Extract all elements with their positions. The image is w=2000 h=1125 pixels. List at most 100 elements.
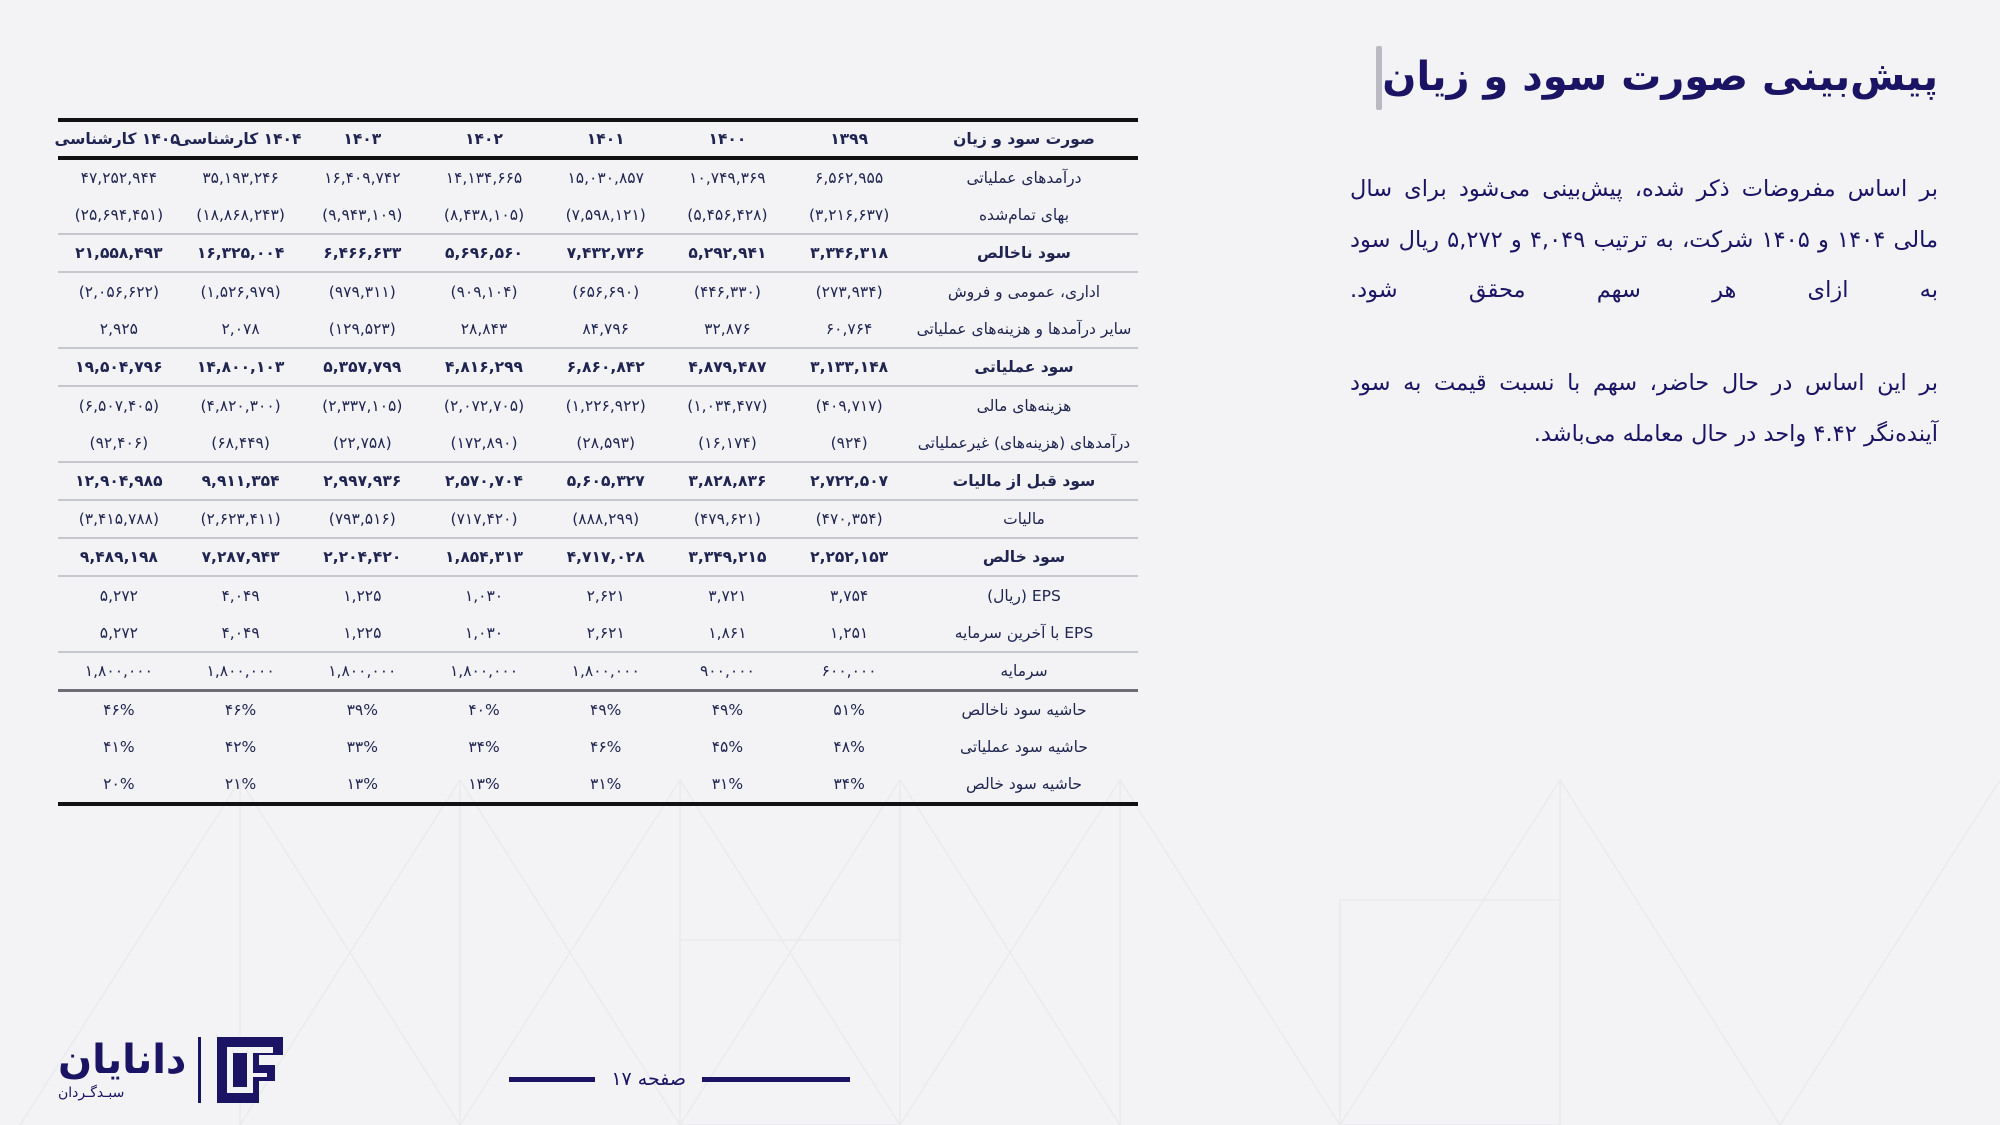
table-cell: ۸۴,۷۹۶ bbox=[582, 319, 629, 338]
table-cell: ۴۸% bbox=[833, 738, 865, 756]
table-cell: ۳,۷۵۴ bbox=[830, 586, 869, 605]
table-cell: (۲۲,۷۵۸) bbox=[332, 433, 392, 452]
table-cell: ۲,۵۷۰,۷۰۴ bbox=[445, 472, 523, 490]
table-cell: ۱۵,۰۳۰,۸۵۷ bbox=[567, 169, 644, 187]
table-cell: ۱,۸۰۰,۰۰۰ bbox=[328, 661, 397, 680]
row-label: هزینه‌های مالی bbox=[976, 396, 1072, 415]
table-cell: ۳۴% bbox=[468, 738, 500, 756]
table-cell: ۴,۸۷۹,۴۸۷ bbox=[688, 358, 767, 376]
table-cell: ۲,۹۹۷,۹۳۶ bbox=[323, 472, 402, 490]
table-cell: ۱۶,۴۰۹,۷۴۲ bbox=[324, 169, 401, 187]
column-header-year-5: ۱۴۰۴ کارشناسی bbox=[176, 130, 302, 148]
table-cell: ۲۸,۸۴۳ bbox=[460, 319, 508, 338]
logo-divider bbox=[198, 1037, 202, 1103]
table-cell: (۷۹۳,۵۱۶) bbox=[328, 510, 396, 528]
table-cell: (۲۷۳,۹۳۴) bbox=[815, 282, 883, 301]
table-cell: ۴,۸۱۶,۲۹۹ bbox=[445, 358, 523, 376]
table-cell: (۹۰۹,۱۰۴) bbox=[450, 282, 518, 301]
table-body: درآمدهای عملیاتی ۶,۵۶۲,۹۵۵ ۱۰,۷۴۹,۳۶۹ ۱۵,۰۳… bbox=[58, 158, 1138, 804]
table-cell: ۱۲,۹۰۴,۹۸۵ bbox=[75, 472, 163, 490]
page-title: پیش‌بینی صورت سود و زیان bbox=[1382, 54, 1938, 100]
row-label: سود عملیاتی bbox=[974, 358, 1074, 376]
table-row: حاشیه سود خالص ۳۴% ۳۱% ۳۱% ۱۳% ۱۳% ۲۱% ۲۰% bbox=[58, 766, 1138, 804]
column-header-year-6: ۱۴۰۵ کارشناسی bbox=[54, 130, 180, 148]
paragraph-2: بر این اساس در حال حاضر، سهم با نسبت قیم… bbox=[1350, 369, 1938, 447]
table-cell: ۱۴,۸۰۰,۱۰۳ bbox=[196, 358, 285, 376]
table-cell: ۱,۲۵۱ bbox=[830, 623, 869, 642]
title-accent-bar bbox=[1376, 46, 1383, 110]
table-cell: ۵,۶۰۵,۳۲۷ bbox=[566, 472, 645, 490]
table-cell: ۳۵,۱۹۳,۲۴۶ bbox=[202, 169, 279, 187]
table-cell: (۲,۳۳۷,۱۰۵) bbox=[322, 396, 403, 415]
table-cell: ۲,۲۰۴,۴۲۰ bbox=[323, 548, 402, 566]
table-cell: (۸,۴۳۸,۱۰۵) bbox=[443, 205, 525, 224]
table-cell: ۳,۳۴۶,۳۱۸ bbox=[810, 244, 889, 262]
table-cell: ۱,۸۰۰,۰۰۰ bbox=[84, 661, 153, 680]
table-cell: ۴۶% bbox=[590, 738, 622, 756]
table-row: حاشیه سود ناخالص ۵۱% ۴۹% ۴۹% ۴۰% ۳۹% ۴۶% ۴۶% bbox=[58, 690, 1138, 728]
table-cell: ۱,۲۲۵ bbox=[343, 586, 382, 605]
table-cell: ۲,۲۵۲,۱۵۳ bbox=[810, 548, 889, 566]
table-row: درآمدهای عملیاتی ۶,۵۶۲,۹۵۵ ۱۰,۷۴۹,۳۶۹ ۱۵,۰۳… bbox=[58, 158, 1138, 196]
title-row: پیش‌بینی صورت سود و زیان bbox=[1350, 46, 1938, 110]
table-cell: (۱۷۲,۸۹۰) bbox=[450, 433, 518, 452]
table-cell: ۱۳% bbox=[468, 775, 500, 793]
table-cell: (۸۸۸,۲۹۹) bbox=[572, 510, 640, 528]
table-cell: ۲۱% bbox=[224, 775, 257, 793]
table-cell: (۹۲,۴۰۶) bbox=[89, 433, 149, 452]
table-cell: (۲۵,۶۹۴,۴۵۱) bbox=[74, 205, 164, 224]
table-cell: ۶,۵۶۲,۹۵۵ bbox=[815, 169, 884, 187]
table-cell: (۴,۸۲۰,۳۰۰) bbox=[200, 396, 281, 415]
table-cell: ۵۱% bbox=[833, 700, 865, 719]
table-cell: ۴۹% bbox=[711, 700, 744, 719]
table-cell: ۱,۸۵۴,۳۱۳ bbox=[445, 548, 523, 566]
table-cell: ۲,۶۲۱ bbox=[586, 623, 625, 642]
column-header-year-0: ۱۳۹۹ bbox=[830, 130, 869, 148]
company-logo: دانایان سبـدگـردان bbox=[58, 1033, 287, 1107]
table-cell: ۷,۲۸۷,۹۴۳ bbox=[201, 548, 280, 566]
row-label: درآمدهای عملیاتی bbox=[966, 169, 1082, 187]
table-cell: ۷,۴۳۲,۷۳۶ bbox=[566, 244, 645, 262]
logo-company-subtitle: سبـدگـردان bbox=[58, 1085, 125, 1101]
row-label: سود قبل از مالیات bbox=[952, 472, 1096, 490]
table-cell: ۱,۰۳۰ bbox=[464, 623, 504, 642]
table-cell: (۴۷۹,۶۲۱) bbox=[693, 510, 761, 528]
income-statement-table: صورت سود و زیان ۱۳۹۹ ۱۴۰۰ ۱۴۰۱ ۱۴۰۲ ۱۴۰۳… bbox=[54, 118, 1138, 806]
page-number-label: صفحه ۱۷ bbox=[611, 1068, 686, 1090]
table-cell: (۶۸,۴۴۹) bbox=[211, 433, 270, 452]
table-cell: ۴۹% bbox=[590, 700, 622, 719]
row-label: اداری، عمومی و فروش bbox=[947, 282, 1101, 301]
table-row: سود خالص ۲,۲۵۲,۱۵۳ ۳,۳۴۹,۲۱۵ ۴,۷۱۷,۰۲۸ ۱,۸۵۴… bbox=[58, 538, 1138, 576]
table-row: سود ناخالص ۳,۳۴۶,۳۱۸ ۵,۲۹۲,۹۴۱ ۷,۴۳۲,۷۳۶ ۵,۶… bbox=[58, 234, 1138, 272]
row-label: سایر درآمدها و هزینه‌های عملیاتی bbox=[916, 319, 1132, 338]
column-header-year-4: ۱۴۰۳ bbox=[343, 130, 382, 148]
table-cell: (۲۸,۵۹۳) bbox=[576, 433, 636, 452]
row-label: سرمایه bbox=[1000, 661, 1048, 680]
table-cell: ۱,۸۰۰,۰۰۰ bbox=[571, 661, 640, 680]
table-cell: ۳,۳۴۹,۲۱۵ bbox=[688, 548, 767, 566]
table-cell: (۱,۰۳۴,۴۷۷) bbox=[687, 396, 768, 415]
table-cell: ۵,۶۹۶,۵۶۰ bbox=[445, 244, 523, 262]
table-row: سایر درآمدها و هزینه‌های عملیاتی ۶۰,۷۶۴ ۳۲… bbox=[58, 310, 1138, 348]
row-label: حاشیه سود ناخالص bbox=[961, 700, 1087, 719]
table-cell: ۹,۴۸۹,۱۹۸ bbox=[79, 548, 158, 566]
table-cell: (۱۲۹,۵۲۳) bbox=[328, 319, 396, 338]
row-label: مالیات bbox=[1003, 510, 1045, 528]
table-cell: (۱۶,۱۷۴) bbox=[698, 433, 757, 452]
row-label: EPS (ریال) bbox=[987, 586, 1061, 605]
table-cell: (۳,۴۱۵,۷۸۸) bbox=[78, 510, 159, 528]
table-cell: ۱,۸۰۰,۰۰۰ bbox=[206, 661, 275, 680]
table-row: مالیات (۴۷۰,۳۵۴) (۴۷۹,۶۲۱) (۸۸۸,۲۹۹) (۷۱۷,۴۲… bbox=[58, 500, 1138, 538]
column-header-label: صورت سود و زیان bbox=[953, 130, 1095, 148]
logo-company-name: دانایان bbox=[58, 1037, 187, 1083]
table-cell: ۲۰% bbox=[103, 775, 135, 793]
table-cell: ۴,۷۱۷,۰۲۸ bbox=[566, 548, 645, 566]
table-cell: (۹۲۴) bbox=[830, 433, 868, 452]
table-row: سود عملیاتی ۳,۱۳۳,۱۴۸ ۴,۸۷۹,۴۸۷ ۶,۸۶۰,۸۴۲ ۴,… bbox=[58, 348, 1138, 386]
table-cell: ۲,۶۲۱ bbox=[586, 586, 625, 605]
table-cell: (۴۴۶,۳۳۰) bbox=[693, 282, 761, 301]
table-cell: ۵,۲۷۲ bbox=[99, 586, 138, 605]
table-cell: (۱۸,۸۶۸,۲۴۳) bbox=[196, 205, 285, 224]
table-cell: ۱۴,۱۳۴,۶۶۵ bbox=[445, 169, 523, 187]
